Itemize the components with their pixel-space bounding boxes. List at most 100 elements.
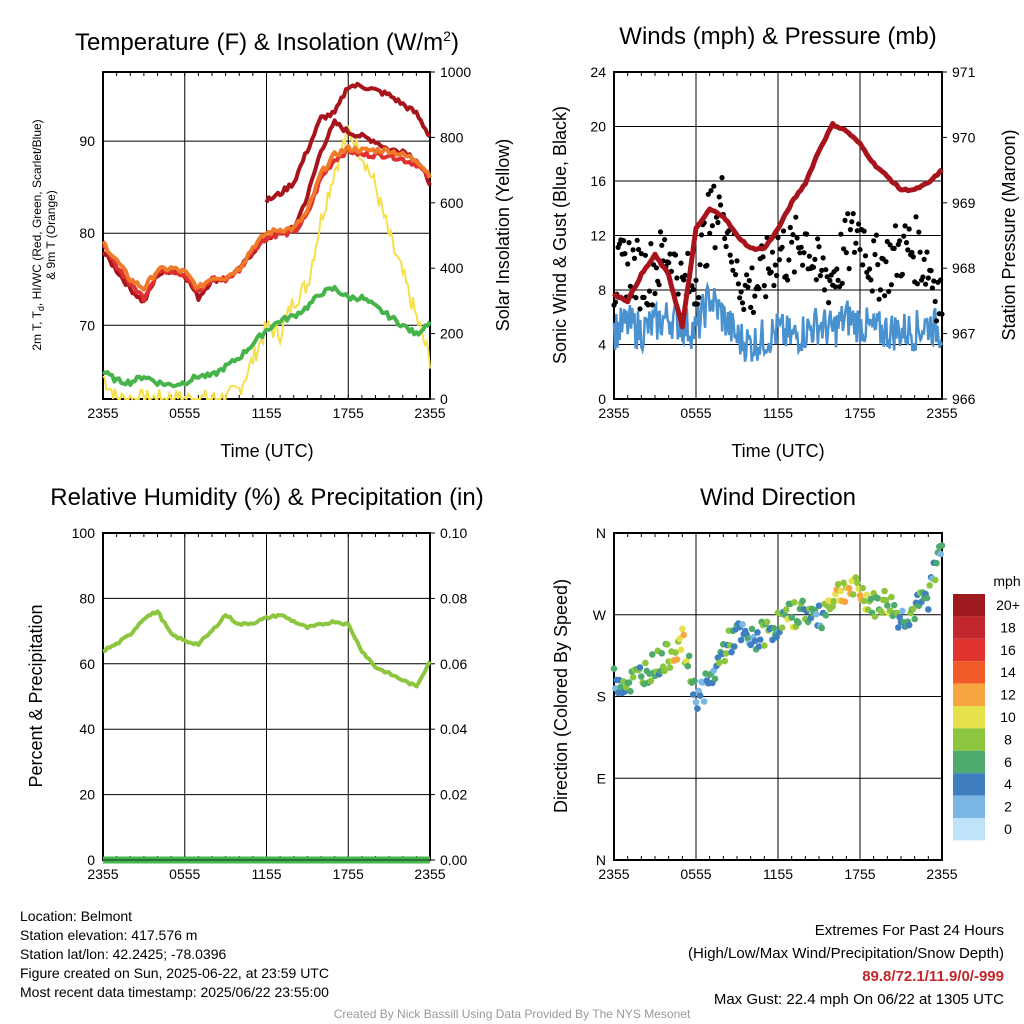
direction-point: [690, 691, 697, 698]
gust-point: [685, 250, 691, 256]
speed-legend-swatch: [953, 616, 985, 639]
rh-y-tick-label: 20: [79, 787, 95, 803]
direction-point: [770, 624, 778, 632]
speed-legend: 20+ 18 16 14 12 10 8 6 4 2 0: [953, 594, 1020, 841]
gust-point: [769, 249, 776, 255]
gust-point: [862, 253, 869, 259]
gust-point: [637, 306, 643, 312]
rh-y-axis-label: Percent & Precipitation: [26, 604, 46, 787]
gust-point: [718, 202, 724, 208]
gust-point: [690, 286, 696, 293]
wind-y-tick-label: 0: [598, 391, 606, 407]
gust-point: [905, 247, 911, 253]
temp-x-axis-label: Time (UTC): [220, 441, 313, 461]
direction-point: [700, 698, 708, 705]
direction-point: [813, 610, 820, 618]
gust-point: [760, 254, 766, 260]
gust-point: [903, 240, 910, 246]
temp-y2-tick-label: 200: [440, 326, 464, 342]
gust-point: [920, 274, 926, 280]
gust-point: [853, 240, 859, 246]
gust-point: [789, 239, 795, 245]
gust-point: [636, 246, 642, 253]
gust-point: [693, 277, 699, 283]
speed-legend-swatch: [953, 661, 985, 684]
direction-point: [683, 657, 690, 665]
gust-point: [659, 242, 665, 248]
direction-point: [888, 593, 895, 601]
gust-point: [735, 281, 742, 287]
gust-point: [925, 275, 931, 281]
temp-y2-tick-label: 0: [440, 391, 448, 407]
direction-point: [692, 699, 700, 706]
speed-legend-swatch: [953, 818, 985, 841]
gust-point: [711, 183, 717, 189]
gust-point: [712, 245, 718, 251]
direction-point: [756, 636, 764, 643]
direction-point: [925, 606, 932, 613]
gust-point: [709, 223, 716, 229]
direction-point: [882, 596, 890, 604]
gust-point: [675, 291, 681, 297]
speed-legend-swatch: [953, 594, 985, 617]
direction-point: [610, 665, 618, 672]
direction-point: [739, 621, 746, 628]
gust-point: [882, 293, 888, 299]
temp-y2-tick-label: 600: [440, 195, 464, 211]
gust-point: [749, 265, 755, 271]
recent-timestamp: Most recent data timestamp: 2025/06/22 2…: [20, 984, 329, 1000]
extremes-title: Extremes For Past 24 Hours: [814, 922, 1004, 939]
gust-point: [806, 253, 813, 259]
direction-point: [680, 631, 687, 639]
gust-point: [682, 272, 688, 278]
wind-y2-tick-label: 971: [952, 64, 976, 80]
gust-point: [939, 311, 945, 317]
direction-point: [881, 587, 888, 595]
gust-point: [730, 267, 736, 273]
temp-y2-tick-label: 400: [440, 260, 464, 276]
gust-point: [705, 191, 711, 197]
direction-point: [841, 598, 849, 605]
direction-point: [886, 607, 894, 614]
temp-x-tick-label: 2355: [414, 405, 445, 421]
direction-point: [852, 574, 860, 581]
gust-point: [779, 244, 785, 250]
gust-point: [816, 244, 822, 250]
direction-point: [938, 542, 946, 549]
direction-point: [815, 602, 823, 609]
gust-point: [656, 282, 662, 288]
direction-point: [895, 624, 902, 631]
gust-point: [716, 194, 722, 200]
gust-point: [854, 228, 860, 234]
speed-legend-swatch: [953, 750, 985, 774]
wind-x-tick-label: 1155: [763, 405, 793, 421]
wind-y-axis-label: Sonic Wind & Gust (Blue, Black): [550, 106, 570, 364]
direction-point: [751, 637, 759, 645]
gust-point: [901, 233, 907, 239]
temp-y2-tick-label: 1000: [440, 64, 471, 80]
direction-point: [911, 615, 918, 623]
gust-point: [790, 232, 796, 238]
direction-point: [799, 597, 806, 605]
direction-point: [933, 559, 940, 567]
gust-point: [652, 290, 658, 297]
gust-point: [745, 284, 751, 290]
station-info: Location: Belmont Station elevation: 417…: [20, 907, 329, 1002]
wind-x-tick-label: 1755: [844, 405, 875, 421]
direction-point: [899, 607, 906, 615]
gust-point: [877, 287, 884, 293]
direction-point: [795, 619, 802, 626]
gust-point: [761, 283, 767, 289]
temp-x-tick-label: 1155: [251, 405, 281, 421]
gust-point: [750, 309, 757, 315]
wind-panel-title: Winds (mph) & Pressure (mb): [619, 23, 936, 50]
wind-y-tick-label: 24: [590, 64, 606, 80]
gust-point: [630, 247, 636, 253]
direction-point: [748, 625, 756, 633]
dir-x-tick-label: 2355: [598, 866, 629, 882]
direction-point: [923, 594, 931, 602]
temp-x-tick-label: 2355: [87, 405, 118, 421]
gust-point: [823, 267, 829, 273]
figure-created: Figure created on Sun, 2025-06-22, at 23…: [20, 965, 329, 981]
